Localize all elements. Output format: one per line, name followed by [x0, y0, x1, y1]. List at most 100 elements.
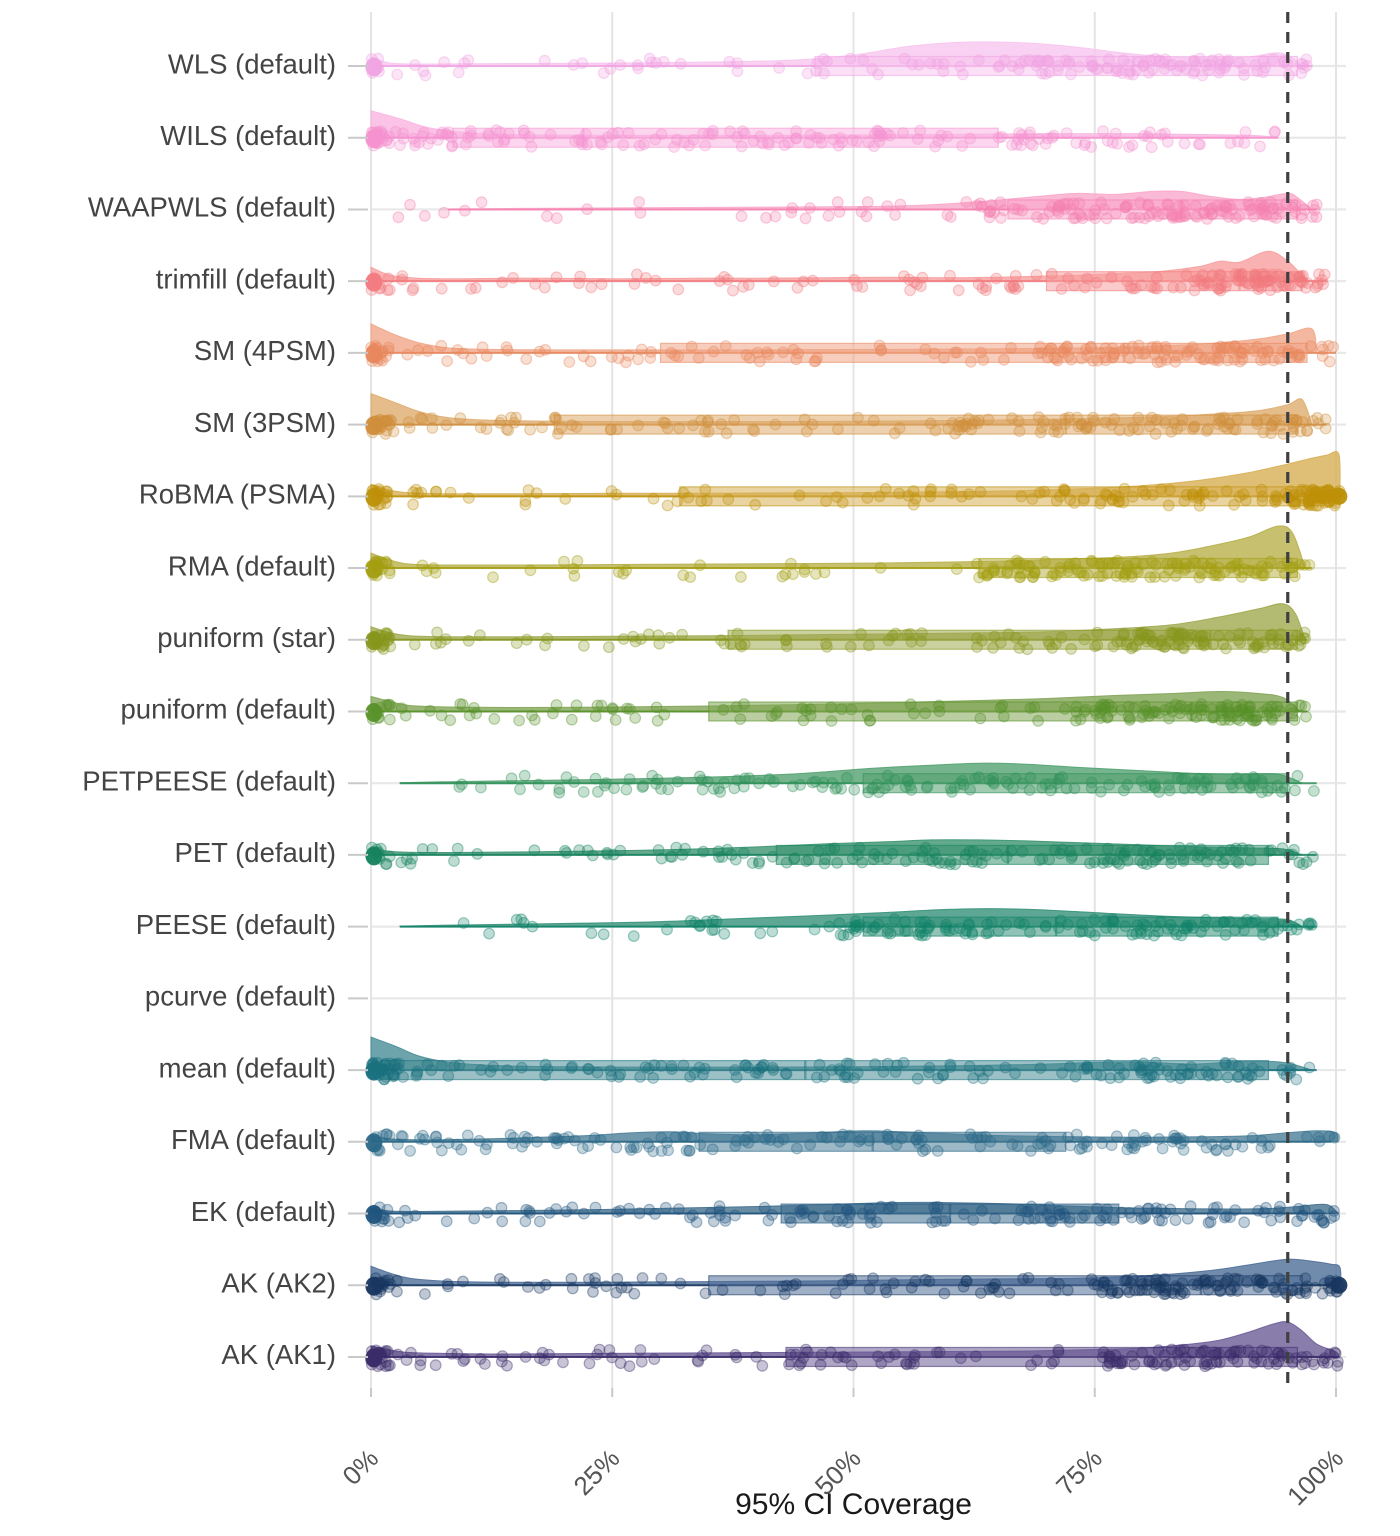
- data-point: [1171, 422, 1183, 435]
- data-point: [1012, 415, 1025, 428]
- data-point: [1250, 714, 1263, 726]
- data-point: [689, 916, 701, 929]
- data-point: [1310, 499, 1322, 512]
- data-point: [1303, 1061, 1316, 1074]
- data-point: [1248, 268, 1261, 281]
- data-point: [941, 208, 954, 221]
- data-point: [956, 774, 969, 787]
- data-point: [1043, 853, 1056, 866]
- data-point: [1171, 559, 1184, 572]
- data-point: [1125, 1211, 1138, 1224]
- data-point: [1137, 846, 1150, 858]
- data-point: [1294, 425, 1307, 438]
- data-point: [945, 483, 958, 496]
- data-point: [1240, 708, 1253, 721]
- data-point: [1178, 495, 1191, 507]
- data-point: [589, 772, 602, 785]
- data-point: [1203, 276, 1216, 289]
- data-point: [658, 708, 671, 721]
- data-point: [1242, 710, 1255, 723]
- data-point: [763, 138, 775, 151]
- data-point: [563, 356, 576, 368]
- data-point: [1099, 921, 1112, 934]
- data-point: [1144, 632, 1157, 645]
- data-point: [661, 422, 674, 435]
- data-point: [570, 421, 583, 434]
- data-point: [779, 1067, 792, 1080]
- data-point: [930, 852, 943, 865]
- data-point: [902, 775, 914, 788]
- data-point: [519, 495, 532, 508]
- data-point: [557, 1356, 569, 1369]
- data-point: [1170, 928, 1183, 941]
- data-point: [1157, 57, 1170, 69]
- data-point: [1118, 847, 1131, 860]
- data-point: [1267, 354, 1280, 367]
- data-point: [1289, 497, 1302, 510]
- data-point: [939, 921, 952, 934]
- data-point: [787, 1279, 799, 1292]
- data-point: [924, 57, 937, 70]
- data-point: [670, 841, 683, 854]
- data-point: [1254, 196, 1267, 209]
- series-row-mean-default-: [365, 1036, 1317, 1086]
- data-point: [1323, 355, 1336, 368]
- data-point: [1162, 205, 1175, 218]
- data-point: [790, 353, 803, 366]
- data-point: [1192, 1277, 1205, 1290]
- data-point: [1300, 484, 1313, 497]
- data-point: [629, 712, 642, 724]
- data-point: [1275, 785, 1288, 798]
- data-point: [1062, 565, 1075, 578]
- data-point: [1197, 704, 1210, 716]
- data-point: [1257, 205, 1270, 218]
- data-point: [1143, 846, 1156, 859]
- data-point: [1307, 850, 1319, 863]
- data-point: [1006, 412, 1018, 425]
- data-point: [519, 498, 532, 511]
- data-point: [1204, 59, 1216, 71]
- data-point: [1133, 634, 1146, 646]
- data-point: [1102, 698, 1115, 711]
- data-point: [1170, 211, 1183, 224]
- data-point: [1060, 341, 1073, 354]
- data-point: [856, 281, 869, 293]
- data-point: [383, 419, 396, 431]
- data-point: [1217, 205, 1229, 218]
- data-point: [907, 498, 920, 511]
- data-point: [1032, 56, 1045, 69]
- data-point: [1305, 919, 1318, 931]
- data-point: [1292, 1202, 1305, 1215]
- data-point: [959, 853, 972, 866]
- data-point: [1256, 495, 1269, 507]
- data-point: [1171, 771, 1184, 784]
- data-point: [931, 58, 944, 70]
- data-point: [1298, 559, 1311, 571]
- data-point: [1000, 918, 1012, 931]
- data-point: [933, 857, 946, 869]
- data-point: [914, 926, 927, 939]
- data-point: [614, 1357, 627, 1370]
- data-point: [1264, 629, 1277, 642]
- data-point: [1175, 929, 1188, 942]
- data-point: [1288, 714, 1301, 726]
- data-point: [419, 1288, 431, 1300]
- data-point: [567, 562, 580, 575]
- data-point: [631, 59, 644, 72]
- data-point: [380, 485, 393, 498]
- data-point: [1118, 571, 1131, 583]
- data-point: [635, 343, 648, 356]
- data-point: [967, 1214, 980, 1226]
- data-point: [1026, 493, 1039, 505]
- data-point: [1129, 282, 1142, 295]
- data-point: [1154, 355, 1167, 368]
- data-point: [971, 199, 984, 212]
- data-point: [1220, 485, 1233, 497]
- data-point: [430, 637, 442, 650]
- data-point: [1126, 928, 1139, 941]
- data-point: [712, 782, 725, 795]
- data-point: [1033, 854, 1046, 866]
- data-point: [1015, 490, 1028, 503]
- box: [452, 127, 999, 148]
- data-point: [813, 1058, 826, 1071]
